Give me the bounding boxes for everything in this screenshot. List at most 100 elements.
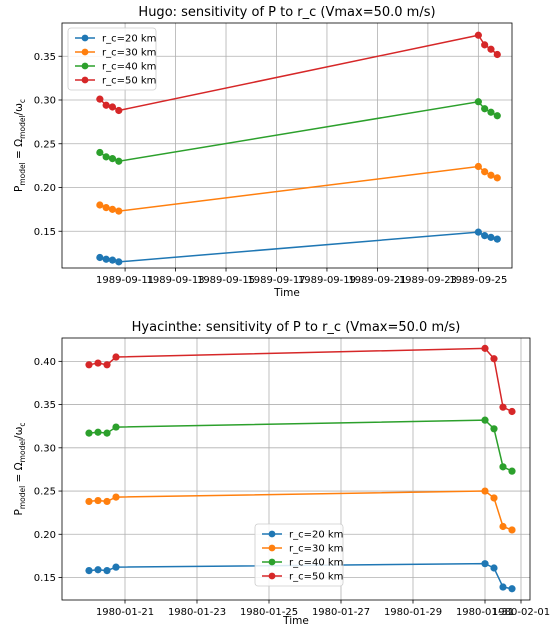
legend-label: r_c=20 km (102, 34, 156, 45)
data-point (493, 174, 501, 182)
data-point (115, 258, 123, 266)
y-tick-label: 0.25 (34, 139, 56, 150)
data-point (94, 359, 102, 367)
y-tick-label: 0.25 (34, 487, 56, 498)
legend-marker (81, 34, 89, 42)
y-tick-label: 0.40 (34, 357, 56, 368)
data-point (481, 105, 489, 113)
data-point (96, 253, 104, 262)
data-point (94, 496, 102, 505)
data-point (493, 112, 501, 120)
x-tick-label: 1989-09-25 (449, 275, 507, 286)
y-tick-label: 0.15 (34, 573, 56, 584)
series-line-2 (99, 165, 498, 212)
data-point (102, 204, 110, 212)
legend-marker (81, 76, 89, 84)
data-point (85, 497, 93, 506)
chart-panel-2: Hyacinthe: sensitivity of P to r_c (Vmax… (13, 320, 550, 627)
legend-label: r_c=50 km (289, 572, 343, 583)
data-point (499, 522, 507, 531)
data-point (481, 41, 489, 49)
series-line-4 (88, 347, 513, 413)
data-point (102, 255, 110, 263)
data-point (96, 95, 104, 103)
data-point (490, 425, 498, 433)
data-point (115, 207, 123, 215)
legend-label: r_c=20 km (289, 530, 343, 541)
y-axis-label: Pmodel = Ωmodel/ωc (13, 99, 27, 192)
data-point (108, 205, 117, 213)
data-point (474, 228, 482, 236)
x-tick-label: 1989-09-15 (197, 275, 255, 286)
x-axis-label: Time (273, 287, 300, 299)
x-tick-label: 1980-01-25 (240, 607, 298, 618)
legend-label: r_c=50 km (102, 76, 156, 87)
legend-label: r_c=40 km (289, 558, 343, 569)
x-tick-label: 1980-01-29 (384, 607, 442, 618)
data-point (115, 106, 123, 115)
data-point (481, 168, 489, 176)
x-axis-label: Time (282, 615, 309, 627)
data-point (96, 148, 104, 157)
y-tick-label: 0.35 (34, 52, 56, 63)
legend-marker (268, 544, 276, 552)
data-point (108, 256, 117, 264)
data-point (487, 45, 495, 53)
data-point (508, 585, 516, 593)
data-point (102, 153, 110, 161)
x-tick-label: 1980-02-01 (492, 607, 550, 618)
legend-marker (81, 62, 89, 70)
y-tick-label: 0.30 (34, 96, 56, 107)
data-point (481, 560, 489, 568)
x-tick-label: 1989-09-13 (146, 275, 204, 286)
data-point (508, 467, 516, 475)
data-point (508, 526, 516, 534)
data-point (474, 162, 482, 171)
data-point (108, 155, 117, 163)
plot-frame (61, 337, 531, 601)
data-point (94, 566, 102, 574)
data-point (487, 108, 495, 116)
data-point (493, 50, 501, 59)
data-point (94, 428, 102, 436)
chart-panel-1: Hugo: sensitivity of P to r_c (Vmax=50.0… (13, 5, 513, 299)
series-line-3 (99, 100, 498, 163)
data-point (481, 487, 489, 495)
x-tick-label: 1989-09-23 (399, 275, 457, 286)
chart-title: Hugo: sensitivity of P to r_c (Vmax=50.0… (138, 5, 435, 20)
y-tick-label: 0.30 (34, 443, 56, 454)
series-line-4 (99, 34, 498, 112)
y-tick-label: 0.35 (34, 400, 56, 411)
data-point (508, 407, 516, 416)
y-axis-label: Pmodel = Ωmodel/ωc (13, 422, 27, 515)
plot-frame (61, 22, 513, 269)
x-tick-label: 1980-01-31 (456, 607, 514, 618)
data-point (490, 355, 498, 363)
data-point (499, 463, 507, 471)
data-point (487, 171, 495, 179)
x-tick-label: 1989-09-21 (348, 275, 406, 286)
data-point (112, 563, 120, 571)
y-tick-label: 0.20 (34, 183, 56, 194)
x-tick-label: 1989-09-17 (247, 275, 305, 286)
legend-label: r_c=30 km (289, 544, 343, 555)
data-point (115, 157, 123, 165)
data-point (112, 493, 120, 501)
y-tick-label: 0.15 (34, 227, 56, 238)
data-point (85, 429, 93, 437)
legend: r_c=20 km r_c=30 km r_c=40 km r_c=50 km (67, 27, 157, 91)
data-point (490, 564, 498, 572)
data-point (481, 416, 489, 424)
x-tick-label: 1989-09-19 (298, 275, 356, 286)
legend: r_c=20 km r_c=30 km r_c=40 km r_c=50 km (254, 523, 343, 587)
data-point (102, 101, 110, 109)
data-point (481, 232, 489, 240)
series-line-1 (99, 231, 498, 263)
legend-box (67, 27, 157, 91)
data-point (108, 103, 117, 111)
y-tick-label: 0.20 (34, 530, 56, 541)
data-point (85, 361, 93, 369)
legend-label: r_c=40 km (102, 62, 156, 73)
legend-marker (81, 48, 89, 56)
data-point (112, 423, 120, 431)
